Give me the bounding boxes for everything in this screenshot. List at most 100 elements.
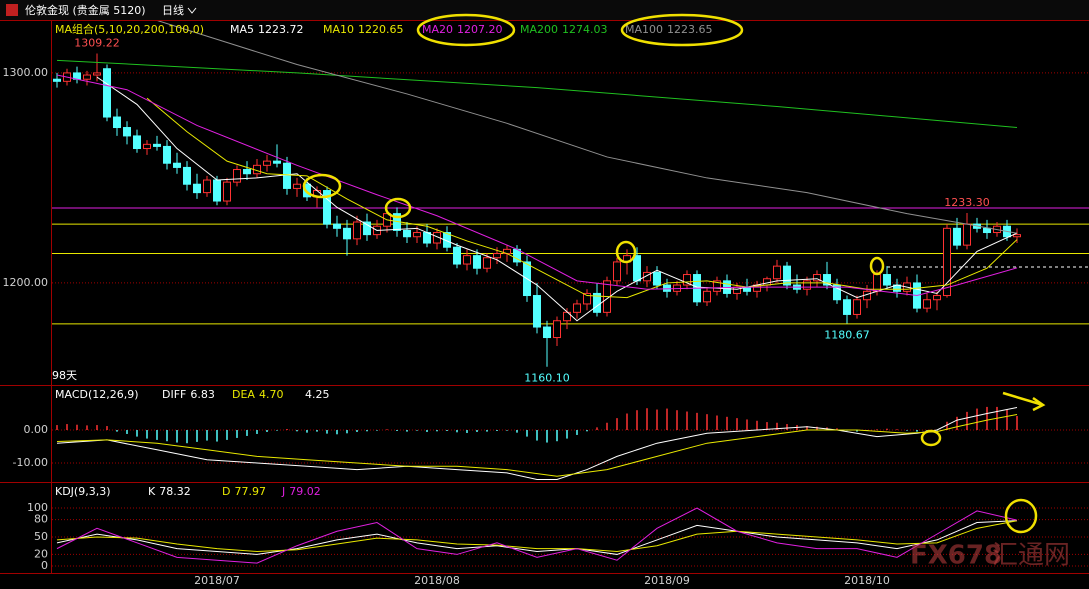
candle-body bbox=[943, 227, 951, 297]
candle-body bbox=[583, 292, 591, 305]
legend-entry: DIFF 6.83 bbox=[162, 388, 215, 401]
candle-body bbox=[143, 143, 151, 150]
candle-body bbox=[293, 183, 301, 189]
candle-body bbox=[553, 320, 561, 339]
y-tick-label: -10.00 bbox=[13, 456, 48, 469]
candle-body bbox=[493, 253, 501, 259]
legend-entry: MA20 1207.20 bbox=[422, 23, 503, 36]
legend-entry: DEA 4.70 bbox=[232, 388, 283, 401]
watermark-site: 汇通网 bbox=[992, 541, 1070, 571]
panel-frames bbox=[0, 20, 1089, 574]
candle-body bbox=[233, 169, 241, 183]
indicator-line bbox=[96, 76, 1018, 322]
candle-body bbox=[173, 162, 181, 168]
candle-body bbox=[963, 223, 971, 246]
candle-body bbox=[573, 303, 581, 313]
legend-value: 79.02 bbox=[289, 485, 321, 498]
candle-body bbox=[193, 183, 201, 194]
indicator-line bbox=[56, 520, 1018, 555]
candle-body bbox=[243, 169, 251, 175]
y-tick-label: 1300.00 bbox=[3, 66, 49, 79]
price-label: 1180.67 bbox=[824, 329, 870, 342]
legend-value: 78.32 bbox=[159, 485, 191, 498]
price-label: 1160.10 bbox=[524, 372, 570, 385]
candle-body bbox=[813, 274, 821, 282]
candle-body bbox=[833, 284, 841, 301]
x-tick-label: 2018/07 bbox=[194, 574, 240, 587]
candle-body bbox=[53, 78, 61, 82]
candle-body bbox=[403, 229, 411, 238]
candle-body bbox=[683, 274, 691, 286]
candle-body bbox=[473, 255, 481, 269]
indicator-line bbox=[56, 59, 1018, 128]
legend-name: J bbox=[281, 485, 285, 498]
legend-value: 1223.65 bbox=[667, 23, 713, 36]
indicator-line bbox=[56, 507, 1018, 564]
days-label: 98天 bbox=[52, 369, 77, 382]
candle-body bbox=[643, 271, 651, 282]
indicator-line bbox=[56, 520, 1018, 553]
panel-2 bbox=[52, 507, 1089, 567]
legend-name: MA5 bbox=[230, 23, 254, 36]
candle-body bbox=[283, 162, 291, 189]
legend-name: MA200 bbox=[520, 23, 558, 36]
legend-value: 4.70 bbox=[259, 388, 284, 401]
candle-body bbox=[93, 72, 101, 76]
candle-body bbox=[953, 227, 961, 246]
candle-body bbox=[543, 326, 551, 339]
legend-name: MA100 bbox=[625, 23, 663, 36]
y-tick-label: 80 bbox=[34, 513, 48, 526]
watermark-brand: FX678 bbox=[910, 541, 1002, 571]
candle-body bbox=[353, 221, 361, 240]
indicator-line bbox=[157, 21, 1018, 234]
candle-body bbox=[663, 284, 671, 292]
y-tick-label: 1200.00 bbox=[3, 276, 49, 289]
legend-name: K bbox=[148, 485, 156, 498]
candle-body bbox=[203, 179, 211, 194]
candle-body bbox=[763, 278, 771, 286]
toolbar bbox=[0, 0, 1089, 20]
candle-body bbox=[363, 221, 371, 236]
legend-name: DEA bbox=[232, 388, 255, 401]
period-chevron[interactable] bbox=[187, 7, 197, 14]
candle-body bbox=[883, 274, 891, 286]
indicator-line bbox=[56, 74, 1018, 297]
y-tick-label: 50 bbox=[34, 530, 48, 543]
candle-body bbox=[273, 160, 281, 164]
indicator-line bbox=[56, 406, 1018, 480]
candle-body bbox=[713, 280, 721, 292]
candle-body bbox=[773, 265, 781, 280]
candle-body bbox=[113, 116, 121, 129]
candle-body bbox=[223, 181, 231, 202]
candle-body bbox=[633, 255, 641, 282]
panel-1 bbox=[52, 406, 1089, 480]
candle-body bbox=[163, 145, 171, 164]
indicator-name: MA组合(5,10,20,200,100,0) bbox=[55, 22, 204, 36]
candle-body bbox=[333, 223, 341, 229]
legend-value: 1220.65 bbox=[358, 23, 404, 36]
legend-value: 1274.03 bbox=[562, 23, 608, 36]
candle-body bbox=[103, 68, 111, 118]
candle-body bbox=[653, 271, 661, 286]
price-label: 1233.30 bbox=[944, 196, 990, 209]
period-selector[interactable]: 日线 bbox=[162, 3, 184, 17]
indicator-name: KDJ(9,3,3) bbox=[55, 485, 111, 498]
price-label: 1309.22 bbox=[74, 37, 120, 50]
candle-body bbox=[183, 166, 191, 185]
candle-body bbox=[453, 246, 461, 265]
candle-body bbox=[83, 74, 91, 80]
candle-body bbox=[1013, 234, 1021, 238]
candle-body bbox=[703, 290, 711, 303]
legend-name: DIFF bbox=[162, 388, 186, 401]
candle-body bbox=[263, 160, 271, 166]
candle-body bbox=[153, 143, 161, 147]
menu-icon[interactable] bbox=[6, 4, 18, 16]
candle-body bbox=[823, 274, 831, 286]
legend-value: 4.25 bbox=[305, 388, 330, 401]
annotations bbox=[302, 13, 1046, 534]
indicator-line bbox=[146, 97, 1018, 299]
instrument-name[interactable]: 伦敦金现 (贵金属 5120) bbox=[25, 3, 146, 17]
indicator-name: MACD(12,26,9) bbox=[55, 388, 139, 401]
